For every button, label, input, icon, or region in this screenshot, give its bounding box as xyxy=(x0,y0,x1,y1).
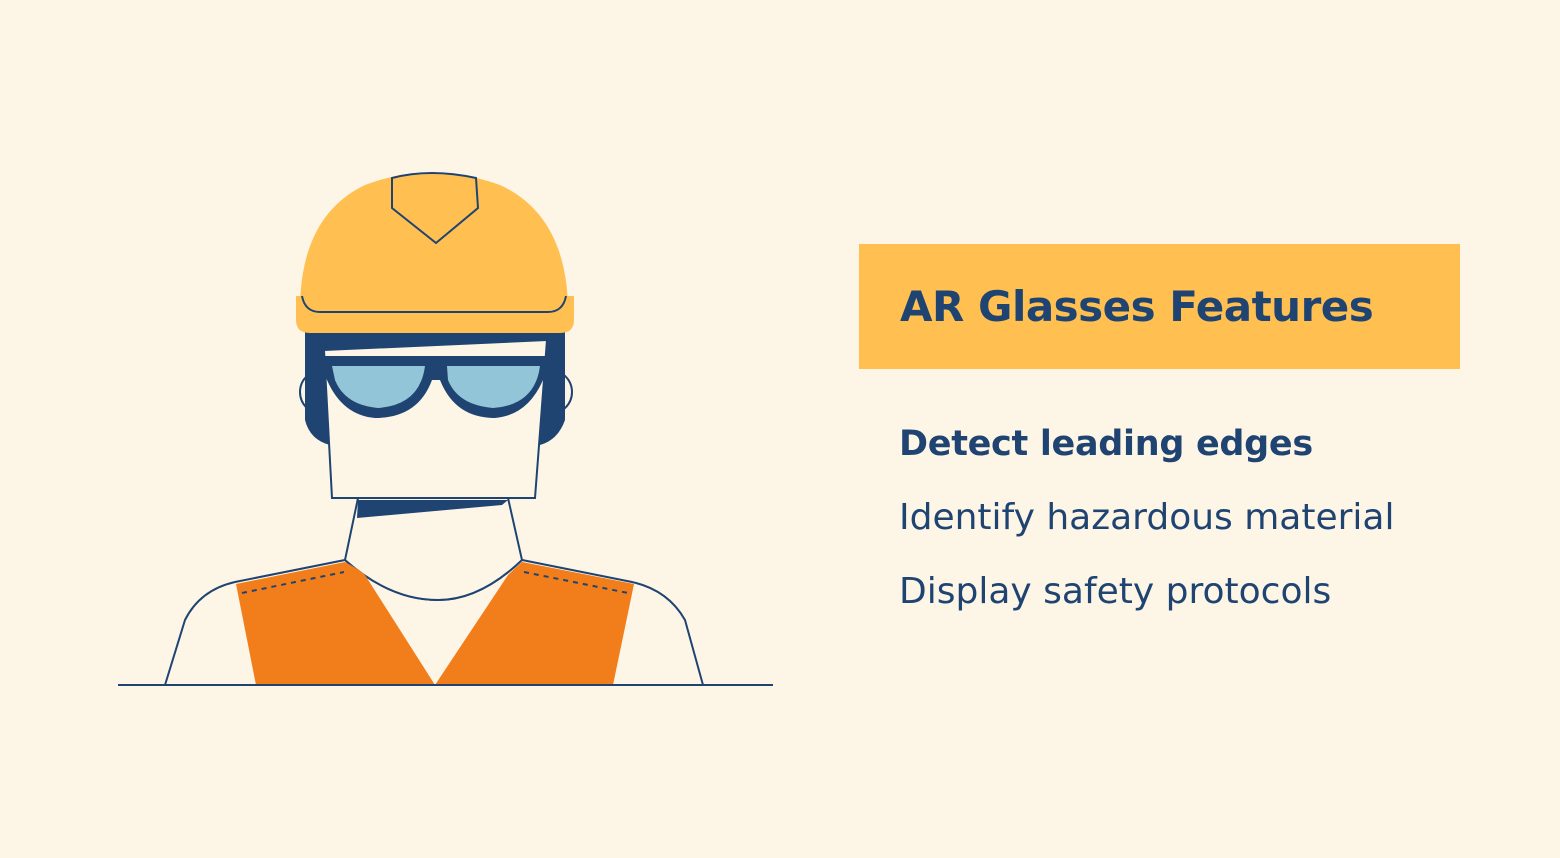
right-lens xyxy=(447,366,540,408)
vest-left xyxy=(236,562,435,685)
vest-stitch-right xyxy=(523,571,629,594)
hard-hat-brim-line xyxy=(301,295,567,313)
neck xyxy=(343,497,524,602)
feature-item: Display safety protocols xyxy=(899,571,1332,612)
feature-item: Identify hazardous material xyxy=(899,497,1395,538)
feature-item: Detect leading edges xyxy=(899,424,1313,464)
chin-shadow xyxy=(357,500,508,518)
panel-title: AR Glasses Features xyxy=(900,282,1374,331)
hard-hat-ridge xyxy=(391,172,480,245)
left-lens xyxy=(332,366,425,408)
vest-stitch-left xyxy=(241,571,345,594)
feature-list: Detect leading edges Identify hazardous … xyxy=(899,420,1519,642)
hard-hat-brim xyxy=(296,296,574,333)
title-panel: AR Glasses Features xyxy=(859,244,1460,369)
vest-right xyxy=(435,562,634,685)
